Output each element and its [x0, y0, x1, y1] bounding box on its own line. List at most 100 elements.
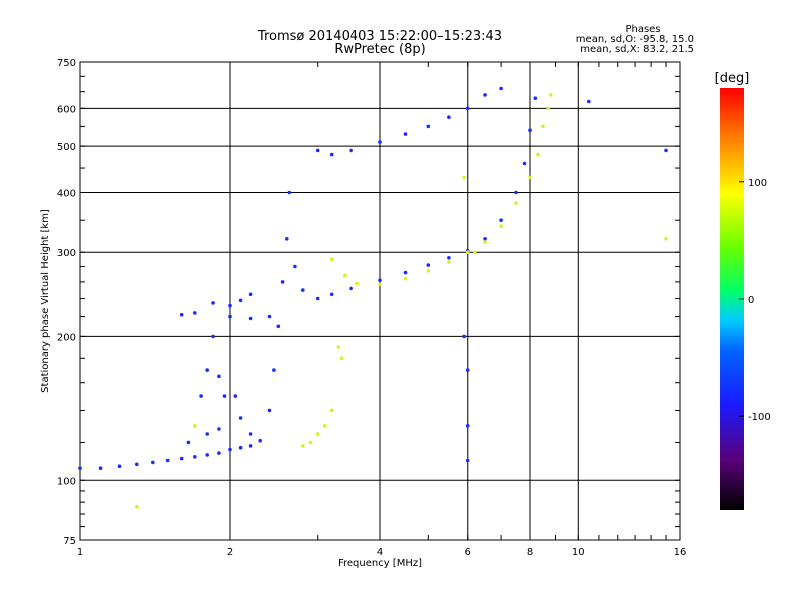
data-point	[447, 115, 451, 119]
data-point	[287, 190, 292, 195]
data-point	[280, 280, 285, 284]
data-point	[349, 286, 353, 291]
axis-ticks: 1 2 4 6 8 10 16 75 100 200 300 400 500 600 750	[57, 58, 686, 558]
colorbar-tick-label: 0	[748, 295, 754, 306]
data-point	[238, 445, 243, 450]
data-point	[205, 368, 209, 372]
data-point	[238, 298, 243, 303]
data-point	[272, 368, 276, 372]
data-point	[315, 296, 320, 301]
data-point	[664, 237, 668, 241]
data-point	[222, 394, 227, 398]
y-tick-label: 200	[57, 332, 76, 343]
data-point	[248, 316, 253, 321]
data-point	[465, 458, 470, 463]
data-point	[546, 106, 550, 111]
data-point	[285, 237, 289, 241]
data-point	[499, 224, 503, 228]
data-point	[465, 368, 470, 372]
x-tick-label: 10	[572, 547, 585, 558]
data-point	[329, 292, 334, 297]
stats-x-line: mean, sd,X: 83.2, 21.5	[580, 44, 694, 55]
data-point	[483, 93, 487, 97]
data-point	[533, 96, 538, 100]
data-point	[276, 324, 281, 329]
data-point	[426, 269, 431, 273]
x-tick-label: 8	[527, 547, 533, 558]
data-point	[447, 255, 451, 260]
data-point	[378, 282, 382, 287]
y-tick-label: 750	[57, 58, 76, 69]
x-tick-label: 2	[227, 547, 233, 558]
data-point	[258, 438, 263, 443]
data-point	[465, 106, 470, 111]
data-point	[199, 394, 203, 398]
x-tick-label: 4	[377, 547, 383, 558]
data-point	[403, 277, 408, 281]
colorbar-ticks: 100 0 -100	[739, 178, 771, 423]
data-point	[193, 311, 197, 315]
data-point	[541, 124, 545, 129]
data-point	[217, 374, 221, 379]
data-point	[301, 444, 305, 448]
data-point	[426, 124, 431, 129]
data-point	[228, 314, 232, 319]
data-point	[211, 334, 215, 339]
data-point	[329, 408, 334, 413]
y-tick-label: 300	[57, 248, 76, 259]
data-point	[211, 301, 215, 305]
chart-subtitle: RwPretec (8p)	[334, 42, 425, 57]
colorbar-tick-label: 100	[748, 178, 767, 189]
data-point	[528, 128, 532, 132]
data-point	[483, 240, 487, 244]
data-point	[78, 466, 82, 471]
data-point	[514, 190, 518, 195]
x-axis-label: Frequency [MHz]	[338, 558, 422, 569]
data-point	[228, 447, 232, 452]
data-point	[536, 152, 540, 157]
data-point	[98, 466, 103, 471]
x-tick-label: 16	[674, 547, 687, 558]
stats-heading: Phases	[625, 24, 660, 35]
data-point	[217, 427, 221, 431]
data-point	[315, 148, 320, 153]
data-point	[267, 408, 272, 413]
data-point	[499, 86, 503, 91]
data-point	[499, 218, 503, 222]
data-point	[186, 440, 191, 445]
data-point	[238, 416, 243, 420]
data-point	[248, 292, 253, 297]
data-point	[233, 394, 238, 398]
data-point	[193, 424, 197, 428]
y-tick-label: 600	[57, 104, 76, 115]
data-point	[548, 93, 553, 97]
data-point	[267, 314, 272, 319]
y-axis-label: Stationary phase Virtual Height [km]	[40, 209, 51, 393]
data-point	[179, 456, 184, 461]
data-point	[447, 260, 451, 264]
data-point	[315, 432, 320, 436]
y-tick-label: 75	[63, 536, 76, 547]
data-point	[349, 148, 353, 153]
chart-title: Tromsø 20140403 15:22:00–15:23:43	[257, 29, 502, 44]
data-point	[323, 424, 327, 428]
data-point	[664, 148, 668, 153]
grid-lines	[80, 62, 680, 540]
data-point	[301, 288, 305, 292]
data-point	[248, 432, 253, 436]
data-point	[403, 270, 408, 275]
data-point	[217, 451, 221, 455]
data-point	[403, 132, 408, 136]
data-point	[248, 444, 253, 448]
y-tick-label: 100	[57, 476, 76, 487]
data-point	[117, 464, 122, 469]
data-point	[329, 257, 334, 262]
data-point	[135, 505, 139, 509]
data-point	[343, 273, 347, 278]
y-tick-label: 400	[57, 188, 76, 199]
data-point	[473, 250, 477, 254]
colorbar-tick-label: -100	[748, 412, 771, 423]
data-points	[78, 86, 668, 509]
data-point	[514, 201, 518, 205]
